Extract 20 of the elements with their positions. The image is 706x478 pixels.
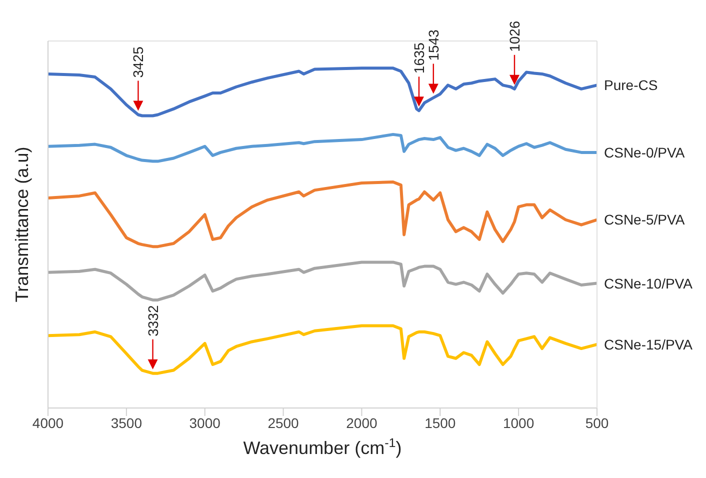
annotation: 3332 — [144, 304, 161, 336]
series-label: CSNe-15/PVA — [604, 336, 694, 352]
annotation: 1026 — [506, 20, 522, 52]
y-axis-title: Transmittance (a.u) — [12, 146, 32, 302]
series-label: CSNe-0/PVA — [604, 144, 686, 160]
x-tick-label: 500 — [585, 414, 609, 431]
x-tick-label: 3000 — [189, 414, 221, 431]
x-tick-label: 2000 — [346, 414, 378, 431]
x-axis-title: Wavenumber (cm$^{-1}$) — [243, 436, 402, 458]
series-label: Pure-CS — [604, 77, 658, 94]
series-label: CSNe-10/PVA — [604, 275, 694, 292]
x-tick-label: 4000 — [32, 414, 64, 431]
x-tick-label: 3500 — [110, 414, 142, 431]
series-label: CSNe-5/PVA — [604, 212, 686, 228]
x-tick-label: 1500 — [424, 414, 456, 431]
annotation: 1635 — [410, 42, 427, 74]
annotation: 1543 — [425, 29, 442, 61]
annotation: 3425 — [130, 46, 146, 78]
x-tick-label: 2500 — [268, 414, 300, 431]
x-tick-label: 1000 — [502, 414, 534, 431]
